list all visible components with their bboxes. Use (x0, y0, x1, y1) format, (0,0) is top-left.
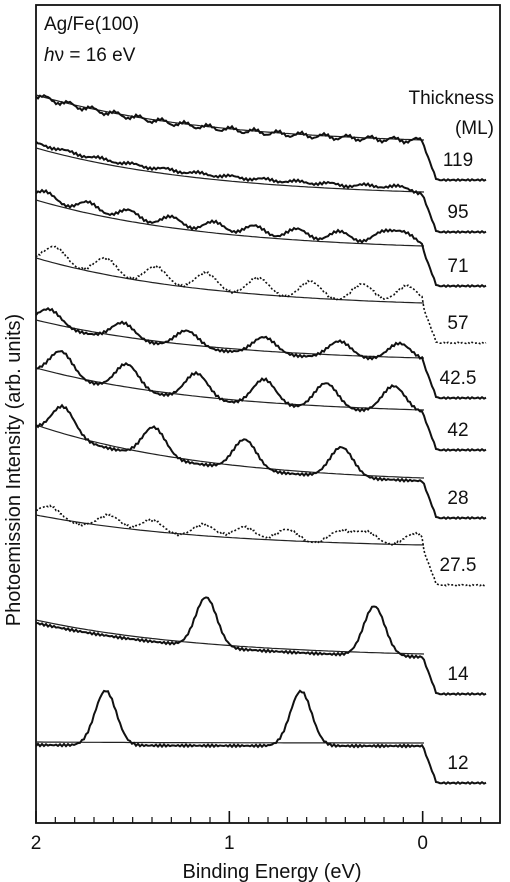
x-tick-label: 1 (224, 833, 235, 854)
series-line-14 (36, 596, 487, 697)
series-label: 57 (447, 313, 468, 334)
background-line (35, 147, 425, 193)
series-label: 95 (447, 202, 468, 223)
legend-header: Thickness (408, 88, 494, 109)
x-axis-label: Binding Energy (eV) (183, 861, 362, 882)
series-label: 42 (447, 420, 468, 441)
background-line (35, 367, 425, 411)
annotation-h-symbol: h (44, 45, 55, 66)
background-line (35, 94, 425, 141)
plot-frame (35, 4, 501, 824)
background-line (35, 424, 425, 479)
series-label: 27.5 (440, 555, 477, 576)
background-line (36, 741, 424, 744)
background-line (35, 619, 425, 655)
series-line-42 (35, 350, 487, 453)
series-label: 14 (447, 664, 469, 685)
series-line-57 (35, 245, 487, 345)
x-tick-label: 2 (31, 833, 42, 854)
series-label: 119 (443, 150, 473, 171)
annotation-photon-value: ν = 16 eV (55, 45, 136, 66)
x-tick-label: 0 (417, 833, 428, 854)
series-label: 71 (447, 256, 468, 277)
annotation-photon-energy: hν = 16 eV (44, 45, 136, 66)
series-label: 42.5 (440, 368, 477, 389)
series-line-71 (35, 188, 487, 289)
background-line (35, 199, 425, 247)
annotation-sample: Ag/Fe(100) (44, 14, 139, 35)
background-line (35, 319, 425, 359)
series-line-119 (35, 93, 487, 183)
legend-unit: (ML) (455, 118, 494, 139)
background-line (35, 514, 425, 546)
series-line-42-5 (35, 306, 487, 401)
series-line-95 (35, 141, 487, 235)
series-line-12 (35, 689, 487, 786)
series-line-28 (35, 403, 487, 521)
series-line-27-5 (35, 504, 487, 587)
series-label: 28 (447, 488, 468, 509)
y-axis-label: Photoemission Intensity (arb. units) (3, 314, 25, 626)
series-label: 12 (447, 753, 468, 774)
background-line (35, 257, 425, 304)
